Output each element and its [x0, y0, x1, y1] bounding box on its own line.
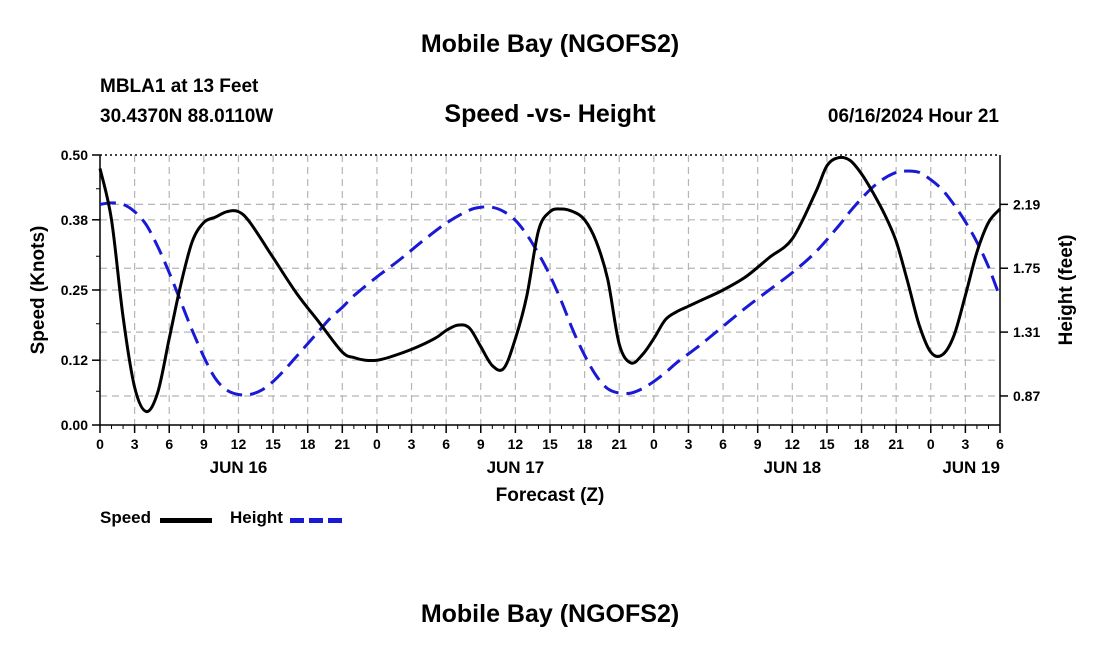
- x-tick-label: 3: [685, 436, 693, 452]
- x-tick-label: 15: [265, 436, 281, 452]
- x-tick-label: 0: [650, 436, 658, 452]
- y2-axis-title: Height (feet): [1056, 235, 1077, 346]
- x-tick-label: 0: [927, 436, 935, 452]
- page-title: Mobile Bay (NGOFS2): [420, 30, 680, 58]
- chart-title: Speed -vs- Height: [444, 100, 656, 128]
- station-label: MBLA1 at 13 Feet: [100, 76, 259, 97]
- series-height-line: [99, 169, 1002, 397]
- legend-speed-swatch: [160, 518, 212, 523]
- x-tick-label: 6: [442, 436, 450, 452]
- series-speed-line: [98, 155, 1002, 414]
- x-tick-label: 18: [577, 436, 593, 452]
- day-label: JUN 18: [763, 458, 821, 477]
- x-axis-title: Forecast (Z): [496, 485, 605, 506]
- forecast-timestamp: 06/16/2024 Hour 21: [827, 106, 999, 127]
- x-tick-label: 6: [165, 436, 173, 452]
- day-label: JUN 17: [487, 458, 545, 477]
- y-tick-label: 0.38: [61, 212, 88, 228]
- x-tick-label: 6: [719, 436, 727, 452]
- y-tick-label: 0.12: [61, 352, 88, 368]
- legend-height-label: Height: [230, 508, 283, 527]
- x-tick-label: 0: [96, 436, 104, 452]
- x-tick-label: 21: [335, 436, 351, 452]
- x-tick-label: 9: [200, 436, 208, 452]
- x-tick-label: 6: [996, 436, 1004, 452]
- x-tick-label: 15: [819, 436, 835, 452]
- y-axis-title: Speed (Knots): [28, 226, 49, 355]
- x-tick-label: 12: [785, 436, 801, 452]
- x-tick-label: 0: [373, 436, 381, 452]
- y-tick-label: 0.25: [61, 282, 88, 298]
- x-tick-label: 21: [888, 436, 904, 452]
- x-tick-label: 21: [611, 436, 627, 452]
- y-tick-label: 0.50: [61, 147, 88, 163]
- station-coordinates: 30.4370N 88.0110W: [100, 106, 274, 127]
- legend-speed-label: Speed: [100, 508, 152, 527]
- x-tick-label: 3: [131, 436, 139, 452]
- y-tick-label: 0.00: [61, 417, 88, 433]
- page-title-bottom: Mobile Bay (NGOFS2): [420, 600, 680, 628]
- day-label: JUN 19: [942, 458, 1000, 477]
- x-tick-label: 9: [754, 436, 762, 452]
- y2-tick-label: 1.31: [1013, 324, 1040, 340]
- x-tick-label: 9: [477, 436, 485, 452]
- x-tick-label: 12: [231, 436, 247, 452]
- x-tick-label: 3: [961, 436, 969, 452]
- x-tick-label: 18: [854, 436, 870, 452]
- y2-tick-label: 2.19: [1013, 196, 1040, 212]
- legend-height-swatch: [290, 518, 342, 523]
- x-tick-label: 18: [300, 436, 316, 452]
- day-label: JUN 16: [210, 458, 268, 477]
- x-tick-label: 3: [408, 436, 416, 452]
- x-tick-label: 12: [508, 436, 524, 452]
- y2-tick-label: 0.87: [1013, 388, 1040, 404]
- x-tick-label: 15: [542, 436, 558, 452]
- y2-tick-label: 1.75: [1013, 260, 1040, 276]
